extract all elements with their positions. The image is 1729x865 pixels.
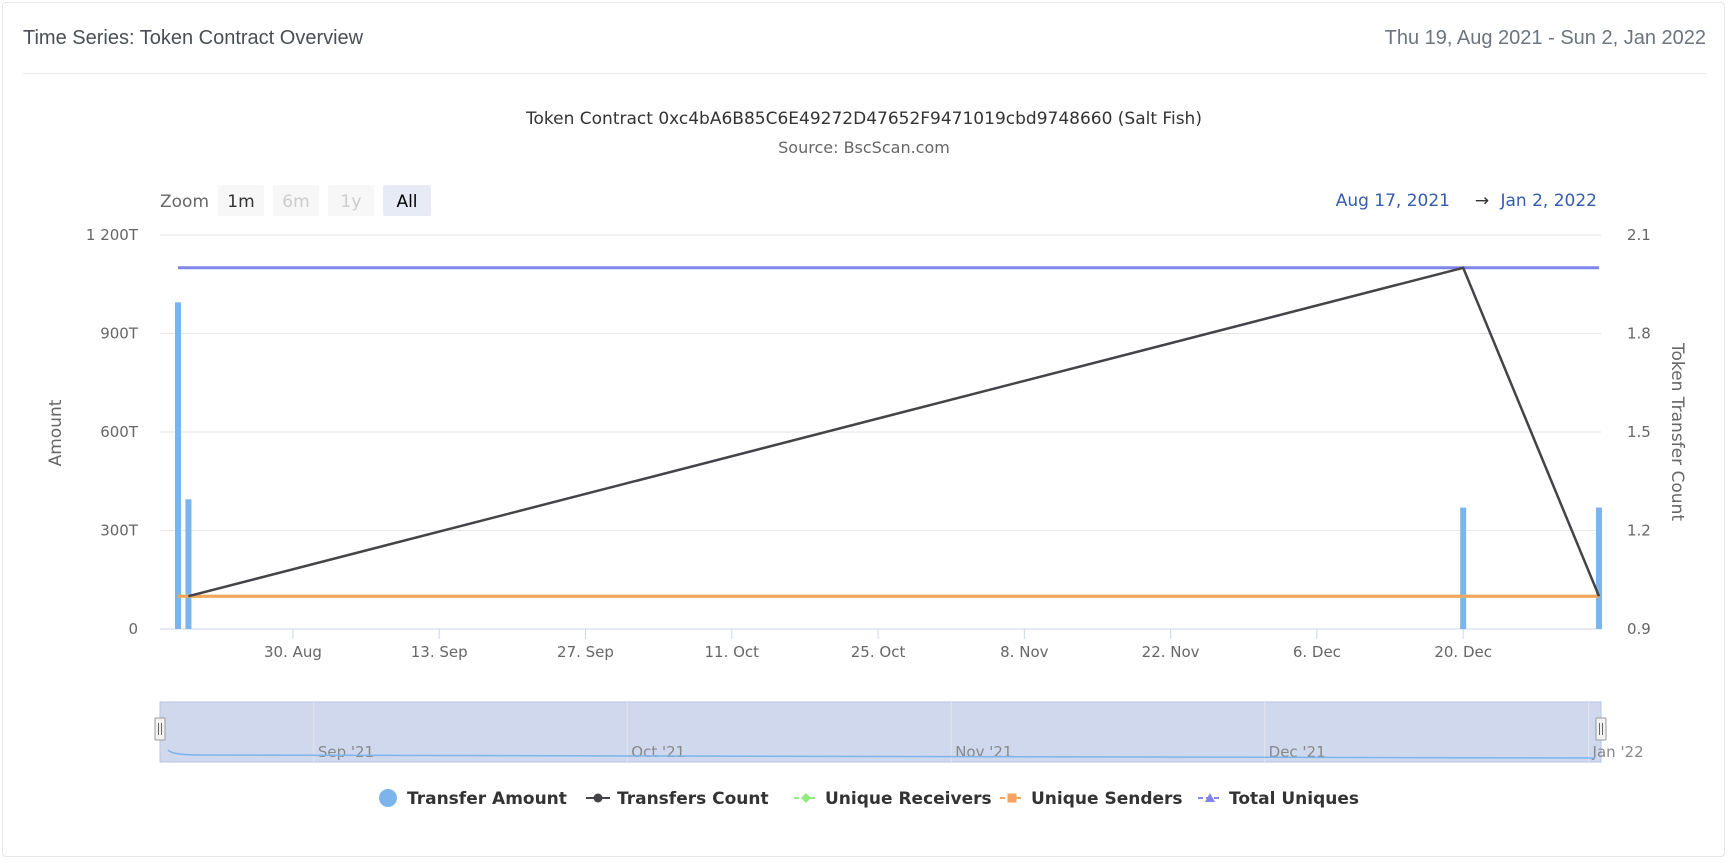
zoom-button-1m-label: 1m bbox=[227, 192, 254, 212]
transfer-amount-bar bbox=[1460, 507, 1467, 629]
transfer-amount-bar bbox=[175, 302, 181, 629]
card-header: Time Series: Token Contract Overview Thu… bbox=[23, 3, 1706, 74]
x-tick-label: 25. Oct bbox=[851, 643, 906, 661]
legend-label: Unique Senders bbox=[1031, 789, 1183, 809]
transfer-amount-bar bbox=[1596, 507, 1602, 629]
y-left-tick-label: 300T bbox=[100, 522, 139, 540]
y-right-tick-label: 1.2 bbox=[1627, 522, 1651, 540]
x-tick-label: 22. Nov bbox=[1142, 643, 1200, 661]
chart-subtitle: Source: BscScan.com bbox=[778, 138, 950, 157]
card-title: Time Series: Token Contract Overview bbox=[23, 27, 364, 49]
x-tick-label: 11. Oct bbox=[704, 643, 759, 661]
x-tick-label: 6. Dec bbox=[1293, 643, 1341, 661]
navigator-handle-right[interactable] bbox=[1595, 717, 1607, 741]
legend-square-icon bbox=[1007, 793, 1017, 803]
zoom-label: Zoom bbox=[160, 192, 209, 212]
legend-item-transfers-count[interactable]: Transfers Count bbox=[586, 789, 769, 809]
transfer-amount-bar bbox=[185, 499, 192, 629]
zoom-button-1y-label: 1y bbox=[341, 192, 362, 212]
transfers-count-line bbox=[188, 266, 1601, 598]
y-left-tick-label: 900T bbox=[100, 325, 139, 343]
y-right-tick-label: 0.9 bbox=[1627, 620, 1651, 638]
range-arrow: → bbox=[1475, 191, 1489, 211]
x-tick-label: 8. Nov bbox=[1000, 643, 1048, 661]
navigator-series bbox=[167, 749, 1596, 759]
y-right-tick-label: 1.5 bbox=[1627, 423, 1651, 441]
legend-triangle-icon bbox=[1205, 793, 1215, 802]
card-date-range: Thu 19, Aug 2021 - Sun 2, Jan 2022 bbox=[1384, 27, 1706, 49]
navigator-handle-left[interactable] bbox=[154, 717, 166, 741]
x-tick-label: 30. Aug bbox=[264, 643, 322, 661]
navigator-selection bbox=[159, 701, 1602, 763]
legend-diamond-icon bbox=[801, 793, 811, 803]
legend-circle-icon bbox=[593, 793, 603, 803]
legend-item-total-uniques[interactable]: Total Uniques bbox=[1198, 789, 1359, 809]
y-left-tick-label: 600T bbox=[100, 423, 139, 441]
y-left-tick-label: 1 200T bbox=[86, 226, 139, 244]
range-to-input[interactable]: Jan 2, 2022 bbox=[1500, 191, 1598, 211]
x-tick-label: 20. Dec bbox=[1434, 643, 1492, 661]
zoom-button-1y[interactable]: 1y bbox=[328, 185, 374, 216]
x-tick-label: 13. Sep bbox=[411, 643, 468, 661]
legend-circle-icon bbox=[379, 789, 397, 807]
navigator-label: Nov '21 bbox=[955, 743, 1012, 761]
legend-item-transfer-amount[interactable]: Transfer Amount bbox=[379, 789, 567, 809]
zoom-button-6m[interactable]: 6m bbox=[273, 185, 319, 216]
navigator-label: Sep '21 bbox=[318, 743, 374, 761]
zoom-button-all-label: All bbox=[396, 192, 417, 212]
zoom-button-all[interactable]: All bbox=[383, 185, 431, 216]
navigator-label: Dec '21 bbox=[1269, 743, 1326, 761]
legend-item-unique-senders[interactable]: Unique Senders bbox=[1000, 789, 1183, 809]
chart-title: Token Contract 0xc4bA6B85C6E49272D47652F… bbox=[525, 109, 1202, 129]
legend-label: Transfer Amount bbox=[407, 789, 567, 809]
y-axis-right-title: Token Transfer Count bbox=[1667, 342, 1687, 521]
zoom-button-6m-label: 6m bbox=[282, 192, 309, 212]
zoom-button-1m[interactable]: 1m bbox=[218, 185, 264, 216]
navigator-label: Jan '22 bbox=[1592, 743, 1644, 761]
y-left-tick-label: 0 bbox=[128, 620, 138, 638]
range-from-input[interactable]: Aug 17, 2021 bbox=[1336, 191, 1450, 211]
legend-label: Total Uniques bbox=[1229, 789, 1359, 809]
navigator-label: Oct '21 bbox=[631, 743, 685, 761]
x-tick-label: 27. Sep bbox=[557, 643, 614, 661]
legend-label: Unique Receivers bbox=[825, 789, 992, 809]
y-right-tick-label: 1.8 bbox=[1627, 325, 1651, 343]
legend-item-unique-receivers[interactable]: Unique Receivers bbox=[794, 789, 992, 809]
y-right-tick-label: 2.1 bbox=[1627, 226, 1651, 244]
legend-label: Transfers Count bbox=[617, 789, 769, 809]
y-axis-left-title: Amount bbox=[46, 399, 66, 466]
